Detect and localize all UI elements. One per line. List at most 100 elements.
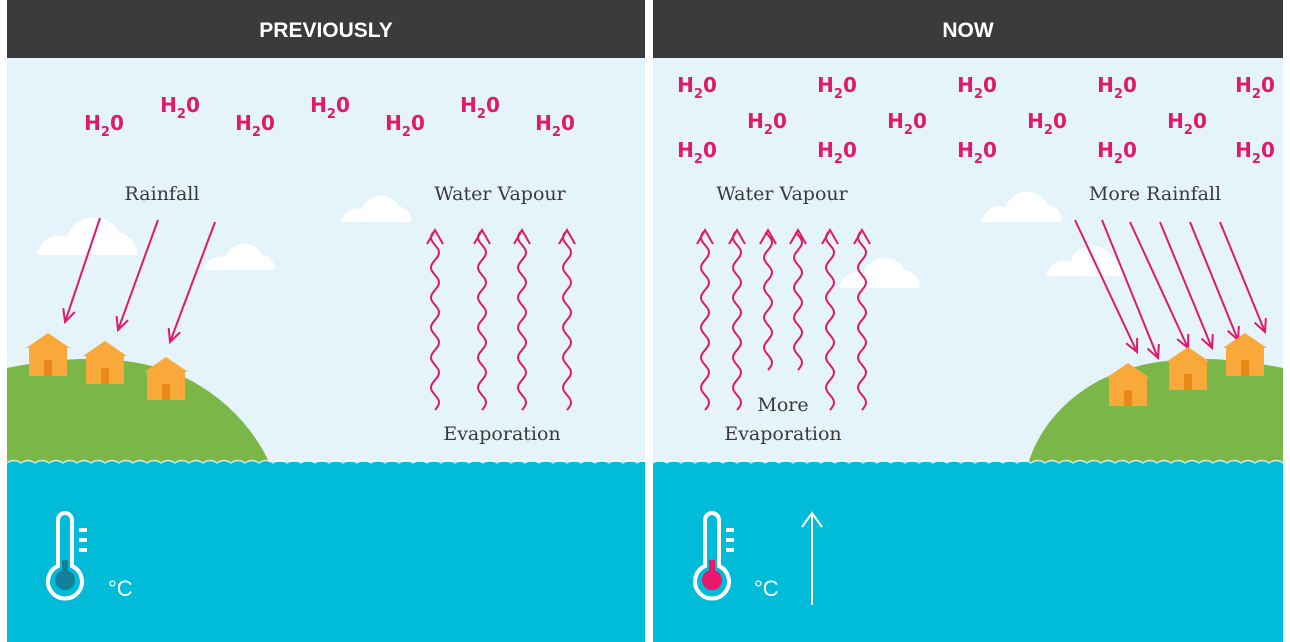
molecule: H20	[747, 109, 787, 138]
molecule: H20	[1027, 109, 1067, 138]
vapour-arrow	[853, 227, 871, 411]
cloud	[204, 243, 275, 270]
house-door	[1184, 374, 1192, 390]
molecule-suffix: 0	[983, 138, 997, 162]
molecule: H20	[677, 138, 717, 167]
molecule: H20	[1235, 73, 1275, 102]
vapour-arrow	[821, 227, 839, 411]
molecule-element: H	[84, 111, 101, 135]
molecule-element: H	[747, 109, 764, 133]
vapour-arrow	[473, 227, 491, 411]
molecule-subscript: 2	[1252, 152, 1261, 167]
cloud	[1046, 245, 1127, 276]
panel-title: PREVIOUSLY	[259, 19, 392, 42]
evaporation-label: Evaporation	[443, 423, 560, 445]
house-door	[162, 384, 170, 400]
molecule-element: H	[385, 111, 402, 135]
molecule-suffix: 0	[1053, 109, 1067, 133]
rainfall-label: More Rainfall	[1089, 183, 1221, 205]
molecule-suffix: 0	[703, 138, 717, 162]
molecule-subscript: 2	[694, 87, 703, 102]
molecule-element: H	[1235, 73, 1252, 97]
molecule: H20	[235, 111, 275, 140]
molecule: H20	[677, 73, 717, 102]
molecule: H20	[160, 93, 200, 122]
molecule-suffix: 0	[486, 93, 500, 117]
wave	[652, 459, 1284, 464]
rain-arrow	[1101, 219, 1160, 361]
cloud	[341, 195, 412, 222]
thermometer-level	[62, 560, 68, 580]
molecule-element: H	[460, 93, 477, 117]
molecule: H20	[887, 109, 927, 138]
hill	[1028, 358, 1283, 464]
evaporation-label: Evaporation	[724, 423, 841, 445]
molecule-subscript: 2	[694, 152, 703, 167]
unit-label: °C	[108, 576, 133, 601]
molecule-subscript: 2	[764, 123, 773, 138]
molecule-element: H	[957, 73, 974, 97]
vapour-arrow	[513, 227, 531, 411]
vapour-arrow	[558, 227, 576, 411]
molecule-suffix: 0	[336, 93, 350, 117]
water	[653, 462, 1283, 642]
molecule: H20	[84, 111, 124, 140]
rain-arrow	[62, 217, 101, 325]
molecule-element: H	[535, 111, 552, 135]
molecule-suffix: 0	[1261, 73, 1275, 97]
molecule-element: H	[235, 111, 252, 135]
unit-label: °C	[754, 576, 779, 601]
water	[7, 462, 645, 642]
molecule: H20	[817, 73, 857, 102]
cloud	[981, 191, 1062, 223]
molecule-element: H	[677, 138, 694, 162]
molecule-subscript: 2	[1114, 87, 1123, 102]
molecule-suffix: 0	[843, 138, 857, 162]
molecule: H20	[817, 138, 857, 167]
molecule: H20	[310, 93, 350, 122]
molecule: H20	[385, 111, 425, 140]
molecule-subscript: 2	[1184, 123, 1193, 138]
molecule: H20	[957, 138, 997, 167]
molecule-subscript: 2	[1044, 123, 1053, 138]
molecule-suffix: 0	[773, 109, 787, 133]
molecule-suffix: 0	[261, 111, 275, 135]
molecule-subscript: 2	[904, 123, 913, 138]
thermometer	[693, 511, 734, 601]
rain-arrow	[1074, 219, 1139, 355]
molecule: H20	[1167, 109, 1207, 138]
thermometer-level	[709, 560, 715, 580]
molecule-subscript: 2	[1252, 87, 1261, 102]
vapour-arrow	[696, 227, 714, 411]
thermometer	[46, 511, 87, 601]
vapour-label: Water Vapour	[434, 183, 566, 205]
molecule-subscript: 2	[477, 107, 486, 122]
molecule-element: H	[1027, 109, 1044, 133]
molecule-suffix: 0	[913, 109, 927, 133]
molecule-element: H	[1235, 138, 1252, 162]
molecule-suffix: 0	[1193, 109, 1207, 133]
molecule-subscript: 2	[552, 125, 561, 140]
molecule-suffix: 0	[110, 111, 124, 135]
molecule-subscript: 2	[101, 125, 110, 140]
molecule: H20	[535, 111, 575, 140]
molecule-subscript: 2	[177, 107, 186, 122]
house-door	[1124, 390, 1132, 406]
vapour-arrow	[728, 227, 746, 411]
molecule-element: H	[817, 73, 834, 97]
molecule-suffix: 0	[186, 93, 200, 117]
rain-arrow	[167, 221, 216, 345]
house	[1166, 347, 1210, 390]
cloud	[37, 217, 138, 255]
vapour-arrow	[759, 227, 777, 371]
molecule-subscript: 2	[974, 152, 983, 167]
molecule: H20	[1097, 138, 1137, 167]
molecule-subscript: 2	[327, 107, 336, 122]
molecule-subscript: 2	[834, 87, 843, 102]
cloud	[839, 257, 920, 288]
rain-arrow	[1219, 221, 1267, 335]
house	[1223, 333, 1267, 376]
vapour-arrow	[789, 227, 807, 371]
molecule-subscript: 2	[974, 87, 983, 102]
